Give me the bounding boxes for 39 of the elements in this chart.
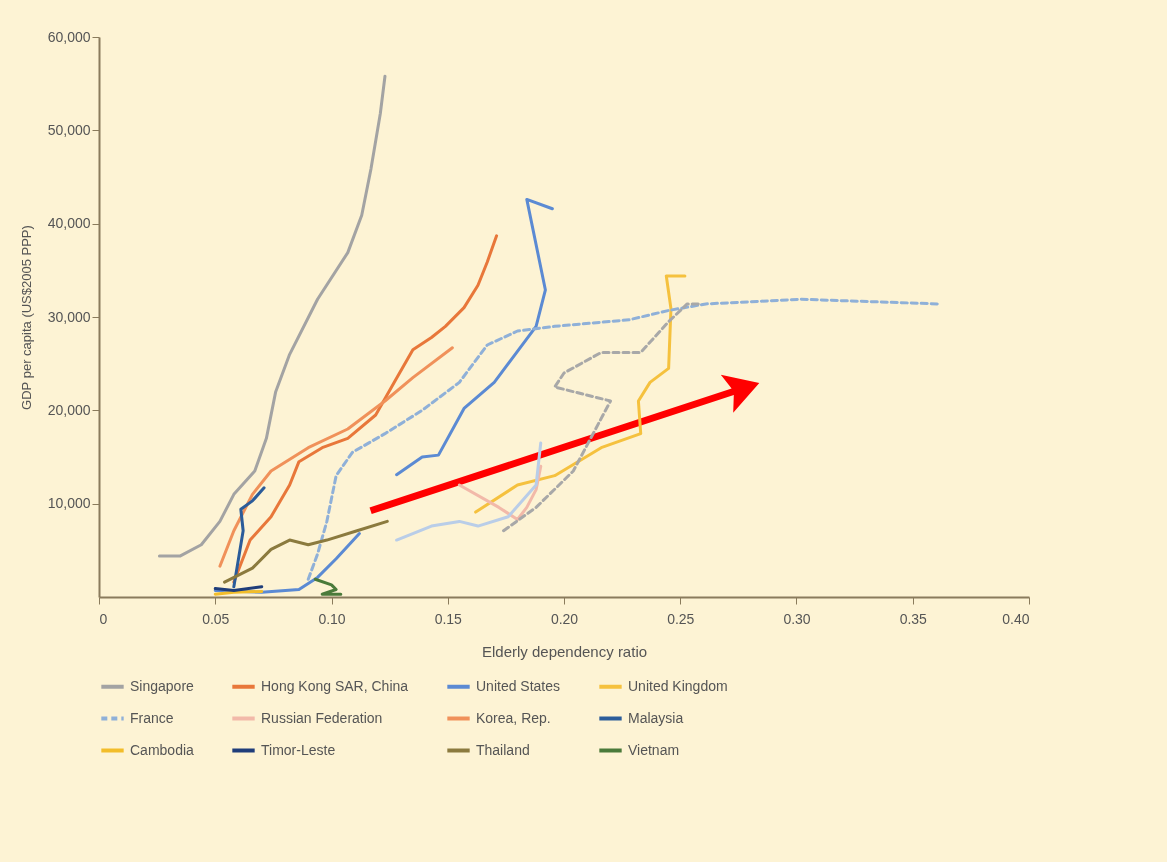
x-tick-label: 0.05 <box>202 610 230 627</box>
legend-label: Timor-Leste <box>261 741 336 758</box>
legend-label: Hong Kong SAR, China <box>261 677 409 694</box>
legend-label: United Kingdom <box>628 677 728 694</box>
legend-label: Korea, Rep. <box>476 709 551 726</box>
y-tick-label: 50,000 <box>47 121 91 138</box>
legend-label: United States <box>476 677 561 694</box>
y-tick-label: 40,000 <box>47 215 91 232</box>
line-series <box>157 74 387 558</box>
x-tick-label: 0.40 <box>1002 610 1030 627</box>
legend-label: Russian Federation <box>261 709 383 726</box>
x-tick-label: 0.25 <box>667 610 695 627</box>
y-axis-title: GDP per capita (US$2005 PPP) <box>18 225 34 410</box>
legend-label: Cambodia <box>130 741 195 758</box>
x-tick-label: 0.30 <box>783 610 811 627</box>
line-series <box>232 234 499 584</box>
line-series <box>218 346 454 568</box>
x-tick-label: 0.20 <box>550 610 579 627</box>
line-series <box>223 519 389 584</box>
legend-label: Singapore <box>130 677 195 694</box>
y-tick-label: 30,000 <box>47 308 91 325</box>
line-series <box>474 274 687 514</box>
x-axis-title: Elderly dependency ratio <box>481 642 648 660</box>
legend-label: France <box>130 709 174 726</box>
y-tick-label: 20,000 <box>47 401 91 418</box>
legend-label: Thailand <box>476 741 530 758</box>
legend-label: Malaysia <box>628 709 684 726</box>
x-tick-label: 0.35 <box>899 610 928 627</box>
legend-label: Vietnam <box>628 741 680 758</box>
line-series <box>395 441 543 542</box>
y-tick-label: 10,000 <box>47 495 91 512</box>
x-tick-label: 0.15 <box>434 610 463 627</box>
line-series <box>306 297 940 581</box>
x-tick-label: 0 <box>99 610 108 627</box>
y-tick-label: 60,000 <box>47 28 91 45</box>
line-series <box>313 577 343 596</box>
x-tick-label: 0.10 <box>318 610 346 627</box>
line-series <box>232 486 266 589</box>
line-series <box>502 302 703 533</box>
